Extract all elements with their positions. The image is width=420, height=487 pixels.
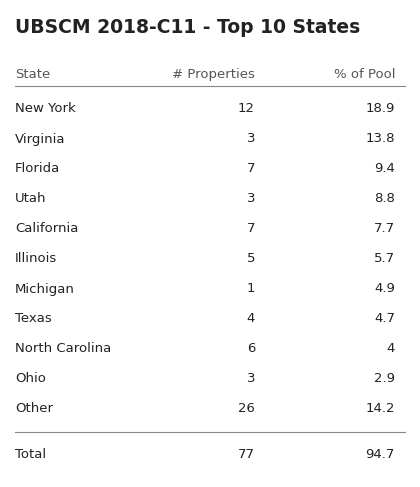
Text: Michigan: Michigan — [15, 282, 75, 296]
Text: 5: 5 — [247, 252, 255, 265]
Text: UBSCM 2018-C11 - Top 10 States: UBSCM 2018-C11 - Top 10 States — [15, 18, 360, 37]
Text: 26: 26 — [238, 402, 255, 415]
Text: Texas: Texas — [15, 313, 52, 325]
Text: 5.7: 5.7 — [374, 252, 395, 265]
Text: Total: Total — [15, 448, 46, 461]
Text: 9.4: 9.4 — [374, 163, 395, 175]
Text: 7: 7 — [247, 163, 255, 175]
Text: New York: New York — [15, 102, 76, 115]
Text: 7: 7 — [247, 223, 255, 236]
Text: 13.8: 13.8 — [365, 132, 395, 146]
Text: 8.8: 8.8 — [374, 192, 395, 206]
Text: 18.9: 18.9 — [366, 102, 395, 115]
Text: 12: 12 — [238, 102, 255, 115]
Text: 4: 4 — [387, 342, 395, 356]
Text: State: State — [15, 68, 50, 81]
Text: 94.7: 94.7 — [366, 448, 395, 461]
Text: % of Pool: % of Pool — [333, 68, 395, 81]
Text: 77: 77 — [238, 448, 255, 461]
Text: Ohio: Ohio — [15, 373, 46, 386]
Text: Illinois: Illinois — [15, 252, 57, 265]
Text: North Carolina: North Carolina — [15, 342, 111, 356]
Text: Virginia: Virginia — [15, 132, 66, 146]
Text: 7.7: 7.7 — [374, 223, 395, 236]
Text: Florida: Florida — [15, 163, 60, 175]
Text: 6: 6 — [247, 342, 255, 356]
Text: Other: Other — [15, 402, 53, 415]
Text: 3: 3 — [247, 373, 255, 386]
Text: # Properties: # Properties — [172, 68, 255, 81]
Text: California: California — [15, 223, 79, 236]
Text: 3: 3 — [247, 192, 255, 206]
Text: 1: 1 — [247, 282, 255, 296]
Text: 4.9: 4.9 — [374, 282, 395, 296]
Text: 4: 4 — [247, 313, 255, 325]
Text: 4.7: 4.7 — [374, 313, 395, 325]
Text: Utah: Utah — [15, 192, 47, 206]
Text: 3: 3 — [247, 132, 255, 146]
Text: 2.9: 2.9 — [374, 373, 395, 386]
Text: 14.2: 14.2 — [365, 402, 395, 415]
